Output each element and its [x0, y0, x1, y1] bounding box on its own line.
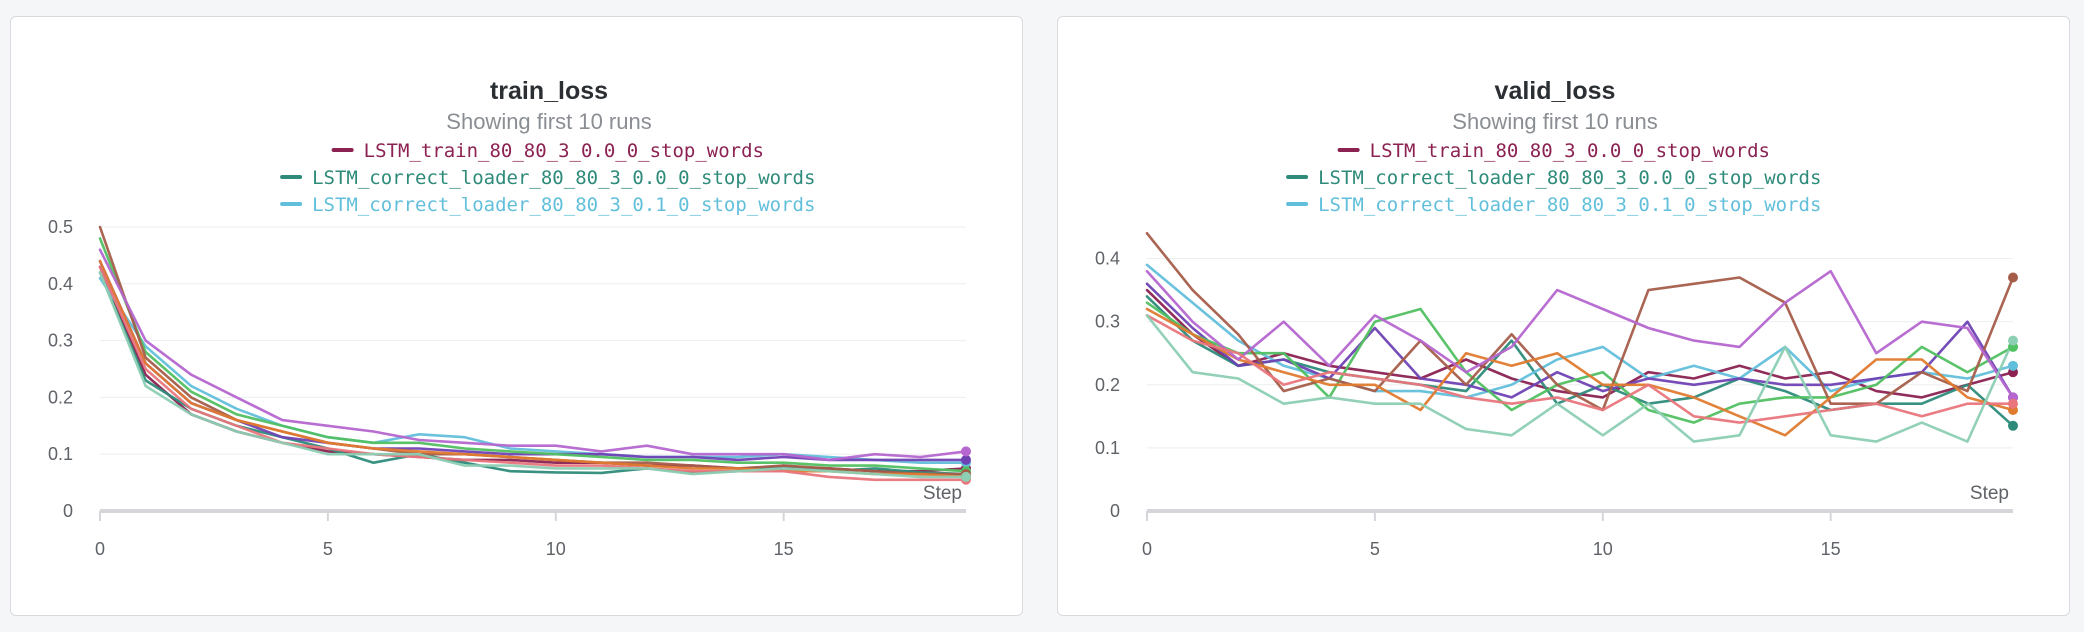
legend-entry: LSTM_correct_loader_80_80_3_0.1_0_stop_w… — [1318, 194, 1821, 216]
series-end-point-6 — [2008, 272, 2018, 283]
legend-entry: LSTM_correct_loader_80_80_3_0.0_0_stop_w… — [312, 167, 815, 189]
chart-legend: LSTM_train_80_80_3_0.0_0_stop_words LSTM_… — [1286, 140, 1821, 216]
series-line-6 — [98, 225, 968, 476]
series-end-point-10 — [961, 471, 971, 482]
train-loss-panel: train_loss Showing first 10 runs LSTM_trai… — [10, 16, 1023, 616]
y-tick-label: 0.3 — [48, 331, 73, 351]
legend-entry: LSTM_train_80_80_3_0.0_0_stop_words — [364, 140, 764, 162]
valid-loss-panel: valid_loss Showing first 10 runs LSTM_trai… — [1057, 16, 2070, 616]
y-tick-label: 0 — [63, 501, 73, 521]
series-line-3 — [98, 276, 968, 465]
y-tick-label: 0.2 — [1095, 375, 1120, 395]
x-tick-label: 5 — [323, 539, 333, 559]
x-tick-label: 15 — [1821, 539, 1841, 559]
valid-loss-chart[interactable]: valid_loss Showing first 10 runs LSTM_trai… — [1058, 17, 2070, 616]
series-end-point-4 — [961, 454, 971, 465]
series-line-9 — [98, 265, 968, 482]
y-tick-label: 0.1 — [48, 444, 73, 464]
x-tick-label: 10 — [546, 539, 566, 559]
series-end-point-8 — [961, 446, 971, 457]
y-tick-label: 0.1 — [1095, 438, 1120, 458]
y-tick-label: 0.4 — [1095, 249, 1120, 269]
series-end-point-2 — [2008, 420, 2018, 431]
series-line-8 — [1145, 269, 2015, 399]
series-line-7 — [1145, 307, 2015, 437]
chart-legend: LSTM_train_80_80_3_0.0_0_stop_words LSTM_… — [280, 140, 815, 216]
chart-subtitle: Showing first 10 runs — [1452, 109, 1657, 134]
x-tick-label: 0 — [95, 539, 105, 559]
series-line-5 — [98, 237, 968, 473]
series-line-2 — [98, 271, 968, 476]
y-tick-label: 0 — [1110, 501, 1120, 521]
legend-entry: LSTM_correct_loader_80_80_3_0.0_0_stop_w… — [1318, 167, 1821, 189]
train-loss-chart[interactable]: train_loss Showing first 10 runs LSTM_trai… — [11, 17, 1023, 616]
legend-entry: LSTM_correct_loader_80_80_3_0.1_0_stop_w… — [312, 194, 815, 216]
x-tick-label: 5 — [1370, 539, 1380, 559]
series-line-10 — [98, 271, 968, 479]
y-tick-label: 0.5 — [48, 217, 73, 237]
chart-title: train_loss — [490, 77, 608, 105]
series-line-9 — [1145, 314, 2015, 424]
y-tick-label: 0.3 — [1095, 312, 1120, 332]
legend-entry: LSTM_train_80_80_3_0.0_0_stop_words — [1370, 140, 1770, 162]
series-end-point-3 — [2008, 360, 2018, 371]
x-axis-label: Step — [923, 483, 962, 504]
chart-subtitle: Showing first 10 runs — [446, 109, 651, 134]
y-tick-label: 0.2 — [48, 387, 73, 407]
y-tick-label: 0.4 — [48, 274, 73, 294]
x-tick-label: 10 — [1593, 539, 1613, 559]
x-tick-label: 15 — [774, 539, 794, 559]
series-line-8 — [98, 248, 968, 462]
x-tick-label: 0 — [1142, 539, 1152, 559]
series-line-1 — [98, 265, 968, 473]
series-end-point-9 — [2008, 398, 2018, 409]
chart-title: valid_loss — [1495, 77, 1616, 105]
series-line-10 — [1145, 314, 2015, 443]
series-line-4 — [1145, 282, 2015, 399]
x-axis-label: Step — [1970, 483, 2009, 504]
series-end-point-10 — [2008, 335, 2018, 346]
series-line-5 — [1145, 301, 2015, 424]
